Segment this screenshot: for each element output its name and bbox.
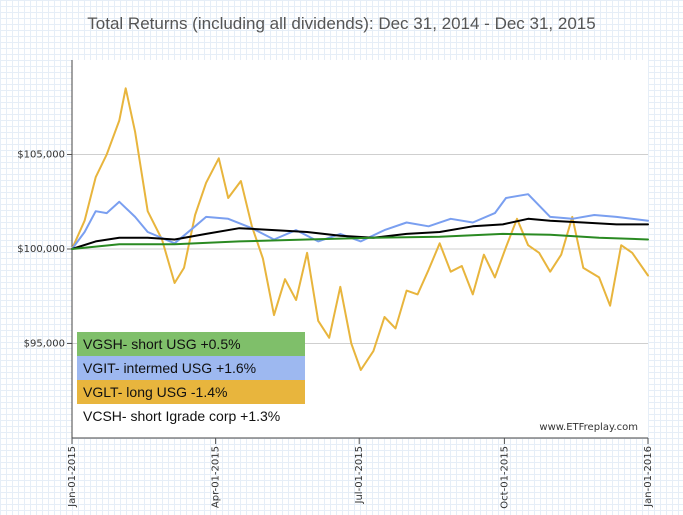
x-tick-label: Jan-01-2015 — [67, 446, 78, 508]
y-tick-label: $95,000 — [24, 339, 65, 350]
x-tick-label: Oct-01-2015 — [499, 446, 510, 509]
y-tick-label: $105,000 — [17, 150, 65, 161]
chart-title: Total Returns (including all dividends):… — [87, 14, 596, 33]
grid-lines — [72, 154, 648, 344]
legend: VGSH- short USG +0.5% VGIT- intermed USG … — [77, 332, 305, 428]
watermark: www.ETFreplay.com — [539, 422, 638, 433]
series-line-vgsh — [71, 232, 649, 250]
legend-item: VCSH- short Igrade corp +1.3% — [77, 404, 305, 428]
legend-item: VGLT- long USG -1.4% — [77, 380, 305, 404]
y-tick-label: $100,000 — [17, 244, 65, 255]
x-tick-label: Apr-01-2015 — [211, 446, 222, 508]
series-line-vglt — [71, 87, 649, 371]
x-tick-label: Jul-01-2015 — [354, 446, 365, 504]
series-line-vgit — [71, 193, 649, 250]
series-lines — [71, 87, 649, 371]
tick-labels: $95,000 $100,000 $105,000 Jan-01-2015 Apr-01… — [17, 150, 654, 509]
legend-item: VGIT- intermed USG +1.6% — [77, 356, 305, 380]
x-tick-label: Jan-01-2016 — [643, 446, 654, 508]
legend-item: VGSH- short USG +0.5% — [77, 332, 305, 356]
series-line-vcsh — [71, 217, 649, 250]
